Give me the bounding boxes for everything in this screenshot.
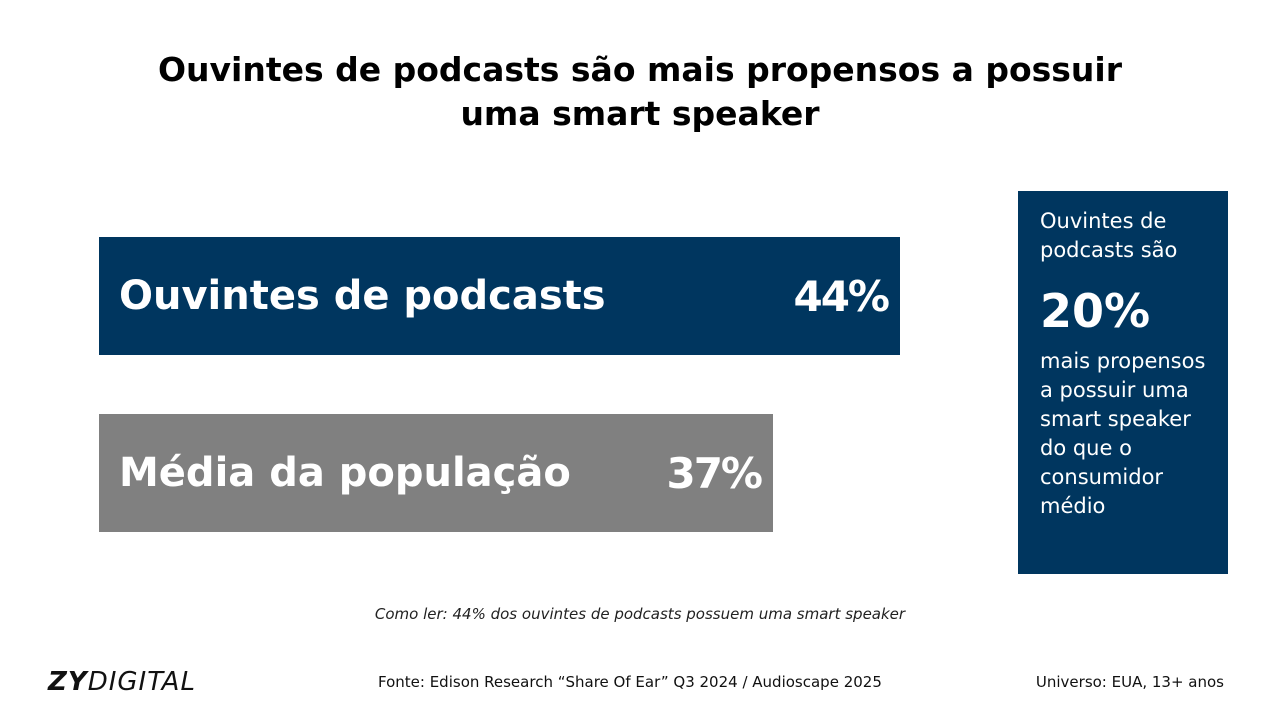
bar-category-label: Média da população bbox=[119, 450, 571, 496]
callout-box: Ouvintes de podcasts são 20% mais propen… bbox=[1018, 191, 1228, 574]
title-line-2: uma smart speaker bbox=[460, 94, 820, 133]
universe-text: Universo: EUA, 13+ anos bbox=[1035, 673, 1224, 691]
how-to-read-note: Como ler: 44% dos ouvintes de podcasts p… bbox=[374, 605, 906, 623]
callout-bottom-text: mais propensos a possuir uma smart speak… bbox=[1040, 349, 1206, 518]
logo-light-text: DIGITAL bbox=[87, 667, 196, 697]
bar-category-label: Ouvintes de podcasts bbox=[119, 273, 606, 319]
bar-value-label: 37% bbox=[666, 448, 763, 498]
logo-bold-text: ZY bbox=[48, 667, 88, 697]
bar-value-label: 44% bbox=[793, 271, 890, 321]
bar-population-average: Média da população 37% bbox=[99, 414, 773, 532]
title-line-1: Ouvintes de podcasts são mais propensos … bbox=[157, 50, 1123, 89]
bar-podcast-listeners: Ouvintes de podcasts 44% bbox=[99, 237, 900, 355]
callout-big-value: 20% bbox=[1040, 284, 1151, 338]
callout-top-text: Ouvintes de podcasts são bbox=[1040, 209, 1178, 262]
source-text: Fonte: Edison Research “Share Of Ear” Q3… bbox=[378, 673, 882, 691]
bar-chart: Ouvintes de podcasts 44% Média da populaçã… bbox=[99, 237, 900, 532]
page-title: Ouvintes de podcasts são mais propensos … bbox=[0, 48, 1280, 136]
zydigital-logo: ZYDIGITAL bbox=[48, 666, 196, 698]
